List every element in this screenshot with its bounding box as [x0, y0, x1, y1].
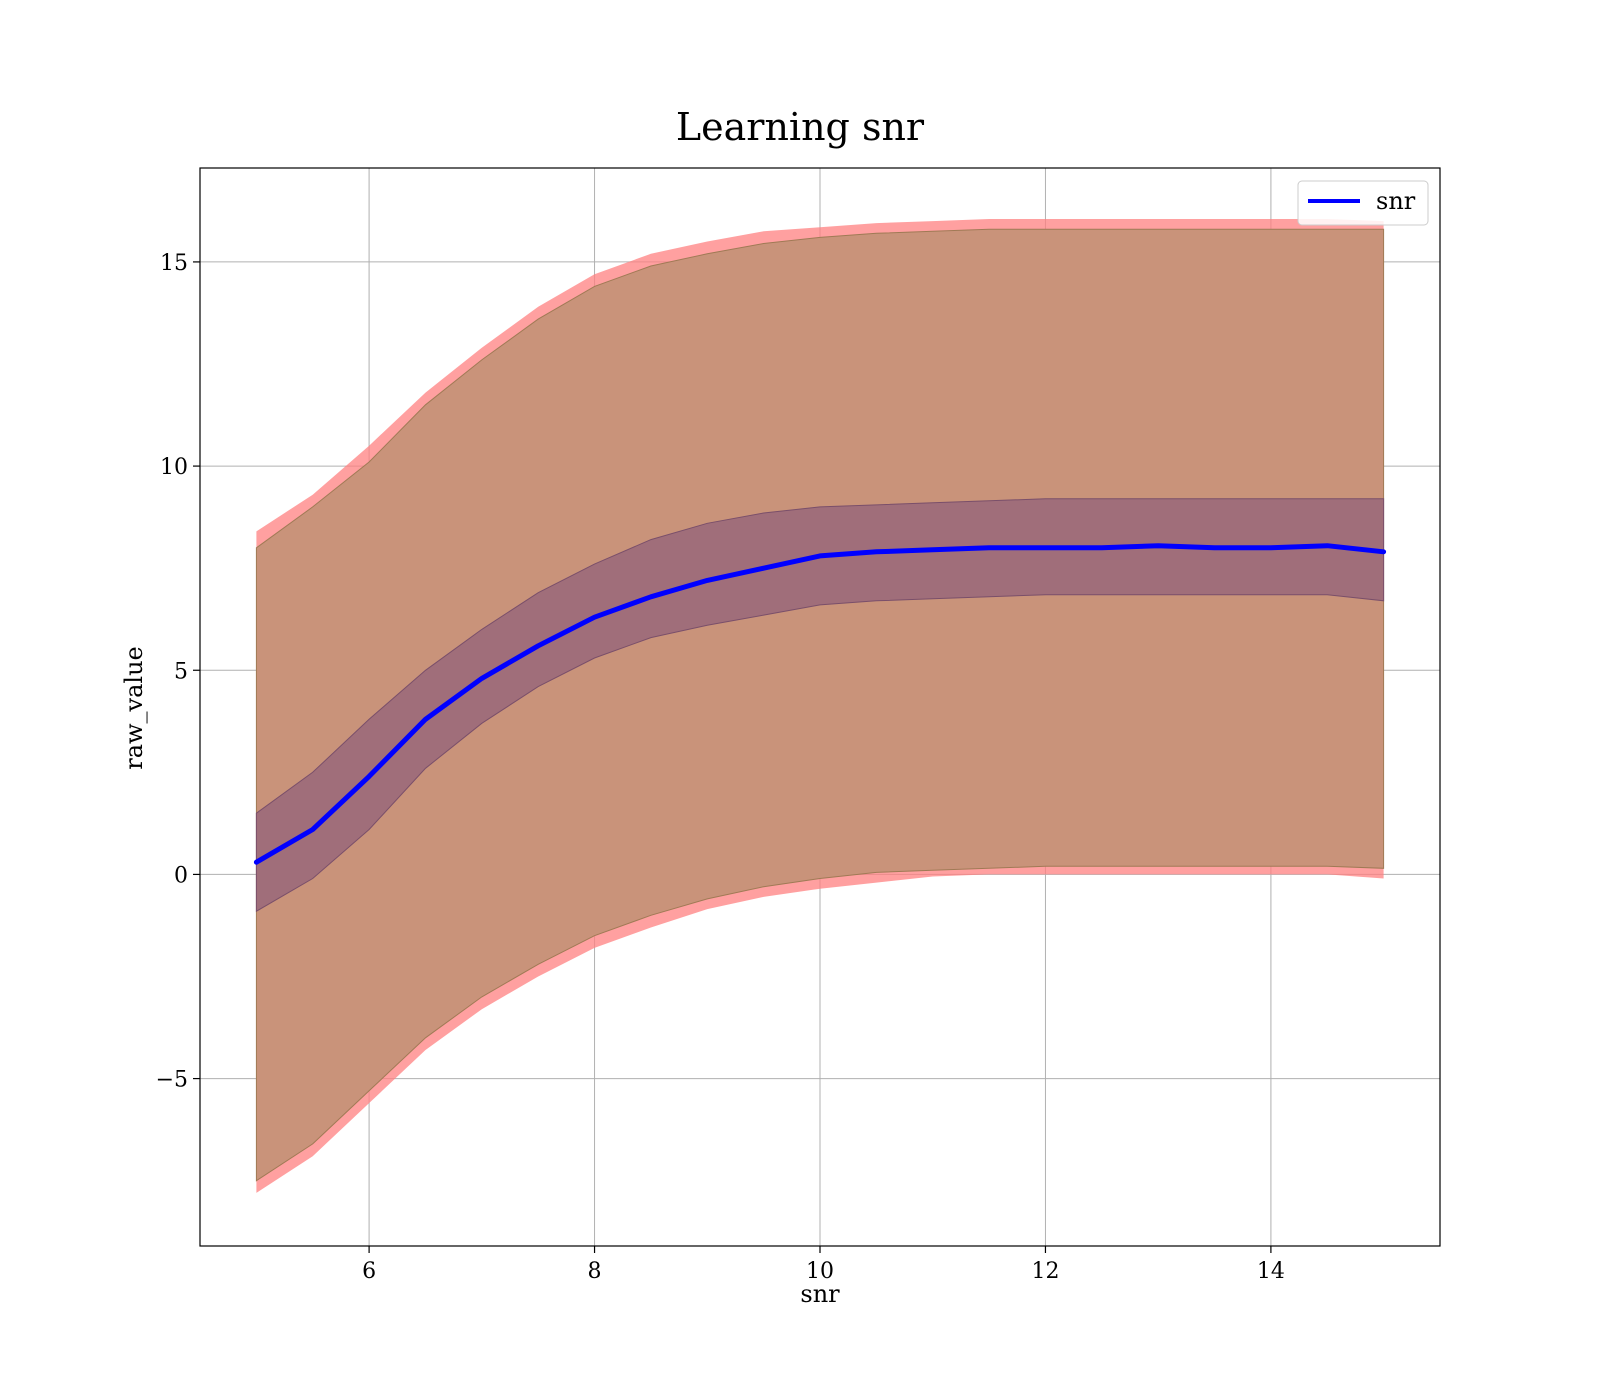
y-axis: −5 0 5 10 15	[156, 251, 200, 1093]
line-layer	[253, 543, 1387, 865]
series-line-0	[253, 543, 1387, 865]
x-tick-label-0: 6	[362, 1259, 376, 1284]
y-axis-label: raw_value	[120, 646, 148, 770]
y-tick-label-2: 5	[174, 659, 188, 684]
y-tick-label-3: 10	[160, 455, 188, 480]
legend-box	[1297, 180, 1429, 226]
y-tick-label-4: 15	[160, 251, 188, 276]
y-tick-label-1: 0	[174, 863, 188, 888]
legend: snr	[1297, 180, 1429, 226]
chart-title: Learning snr	[676, 105, 925, 149]
x-tick-label-2: 10	[806, 1259, 834, 1284]
bands	[255, 219, 1385, 1193]
legend-entry-snr: snr	[1376, 187, 1416, 215]
x-axis: 6 8 10 12 14	[362, 1246, 1285, 1284]
outer-band-brown	[255, 228, 1385, 1182]
x-tick-label-1: 8	[588, 1259, 602, 1284]
x-axis-label: snr	[800, 1280, 840, 1308]
x-tick-label-4: 14	[1257, 1259, 1285, 1284]
inner-band	[255, 498, 1385, 913]
y-tick-label-0: −5	[156, 1068, 188, 1093]
x-tick-label-3: 12	[1031, 1259, 1059, 1284]
